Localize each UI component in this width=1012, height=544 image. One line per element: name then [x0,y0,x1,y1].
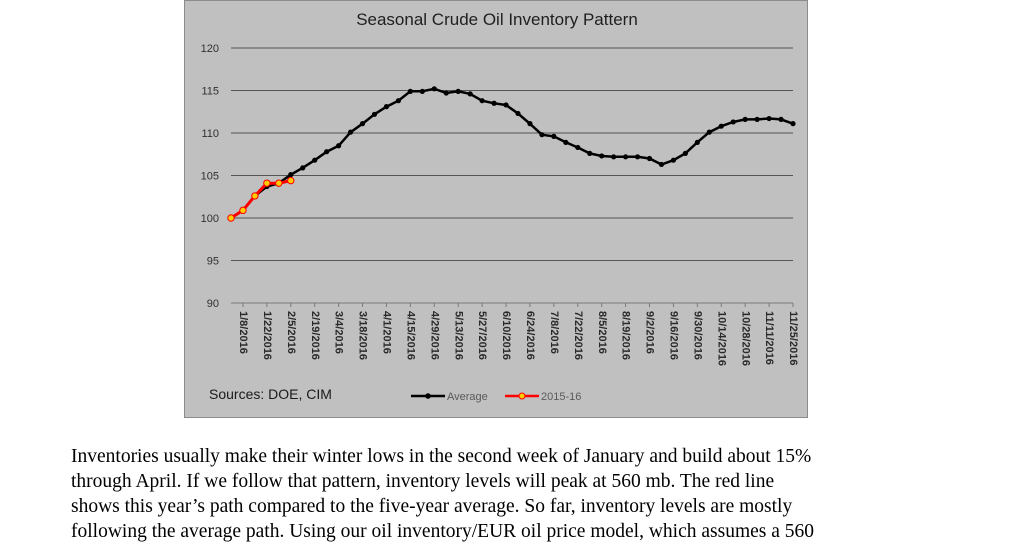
series-average-point [622,154,629,160]
x-tick-label: 4/15/2016 [404,311,416,360]
paragraph-line: shows this year’s path compared to the f… [71,496,793,517]
series-average-point [563,139,569,145]
x-tick-label: 4/1/2016 [381,311,393,354]
x-tick-label: 5/27/2016 [476,311,488,360]
series-average-point [706,129,712,135]
series-average-point [419,88,425,94]
y-tick-label: 115 [201,86,219,98]
series-average-point [479,98,485,104]
series-average-point [503,102,509,108]
series-average-point [778,116,784,122]
series-average-point [467,91,473,97]
y-tick-label: 110 [201,128,219,140]
x-tick-label: 9/30/2016 [691,311,703,360]
series-average-line [230,87,794,220]
series-2015-16-point [275,179,283,187]
legend-2015-16-label: 2015-16 [541,391,581,403]
x-tick-label: 2/5/2016 [285,311,297,354]
y-tick-label: 105 [201,171,219,183]
series-2015-16-point [227,214,235,222]
legend: Average 2015-16 [411,391,581,403]
series-2015-16-point [263,179,271,187]
x-tick-label: 1/22/2016 [261,311,273,360]
series-2015-16-point [287,176,295,185]
chart-title: Seasonal Crude Oil Inventory Pattern [356,10,638,29]
series-average-point [611,154,617,160]
y-axis-ticks: 120 115 110 105 100 95 90 [201,43,219,310]
grid-layer [231,47,793,304]
legend-average-label: Average [447,391,488,403]
series-average-point [515,110,521,117]
y-tick-label: 100 [201,213,219,225]
legend-average-marker [425,393,431,399]
series-average-point [383,104,390,110]
paragraph-line: following the average path. Using our oi… [71,521,815,542]
series-average-point [694,139,700,145]
series-average-point [300,165,306,171]
series-average-point [587,150,593,156]
x-tick-label: 4/29/2016 [428,311,440,360]
x-tick-label: 7/22/2016 [572,311,584,360]
series-average-point [347,129,354,135]
series-average-point [443,90,449,96]
series-average-point [730,119,736,125]
series-average-point [670,157,677,163]
sources-note: Sources: DOE, CIM [209,386,332,402]
series-average-point [682,150,688,156]
x-tick-label: 6/10/2016 [500,311,512,360]
series-average-point [539,132,545,138]
x-tick-label: 8/19/2016 [620,311,632,360]
series-average-point [527,121,533,127]
series-average-point [359,121,366,127]
series-average-point [312,157,318,163]
x-tick-label: 3/18/2016 [357,311,369,360]
x-tick-label: 9/2/2016 [644,311,656,354]
series-average-point [742,116,748,122]
series-average-point [371,111,378,117]
paragraph-line: through April. If we follow that pattern… [71,471,775,492]
series-average-point [491,100,497,106]
x-tick-label: 10/28/2016 [739,311,751,366]
x-tick-label: 6/24/2016 [524,311,536,360]
x-axis-ticks: 1/8/2016 1/22/2016 2/5/2016 2/19/2016 3/4/20… [237,303,799,366]
x-tick-label: 5/13/2016 [452,311,464,360]
series-average-point [754,116,760,122]
series-2015-16-point [239,206,247,215]
paragraph-line: Inventories usually make their winter lo… [71,446,812,467]
series-average-point [455,88,461,94]
series-average-point [790,121,796,127]
body-paragraph: Inventories usually make their winter lo… [71,444,941,544]
series-average-point [646,155,653,162]
x-tick-label: 11/11/2016 [763,311,775,365]
x-tick-label: 8/5/2016 [596,311,608,354]
legend-2015-16-marker [518,392,526,400]
chart-panel: Seasonal Crude Oil Inventory Pattern 120… [184,0,808,418]
series-average-point [288,172,294,178]
y-tick-label: 120 [201,43,219,55]
series-average-point [718,123,724,129]
y-tick-label: 95 [207,256,219,268]
series-average-point [431,86,437,92]
series-average-point [575,144,581,151]
series-average-point [599,153,605,159]
x-tick-label: 1/8/2016 [237,311,249,354]
series-average-point [324,149,330,155]
series-average-point [336,143,342,149]
x-tick-label: 10/14/2016 [715,311,727,366]
x-tick-label: 3/4/2016 [333,311,345,354]
series-average-point [395,98,402,104]
y-tick-label: 90 [207,298,219,310]
series-layer [227,86,796,222]
series-average-point [658,161,665,168]
series-2015-16-point [251,192,259,200]
series-average-point [551,133,557,139]
series-average-point [766,115,772,122]
x-tick-label: 11/25/2016 [787,311,799,365]
x-tick-label: 9/16/2016 [668,311,680,360]
x-tick-label: 7/8/2016 [548,311,560,354]
series-average-point [634,154,641,160]
series-average-point [407,88,413,94]
chart-svg: Seasonal Crude Oil Inventory Pattern 120… [201,10,799,403]
x-tick-label: 2/19/2016 [309,311,321,360]
